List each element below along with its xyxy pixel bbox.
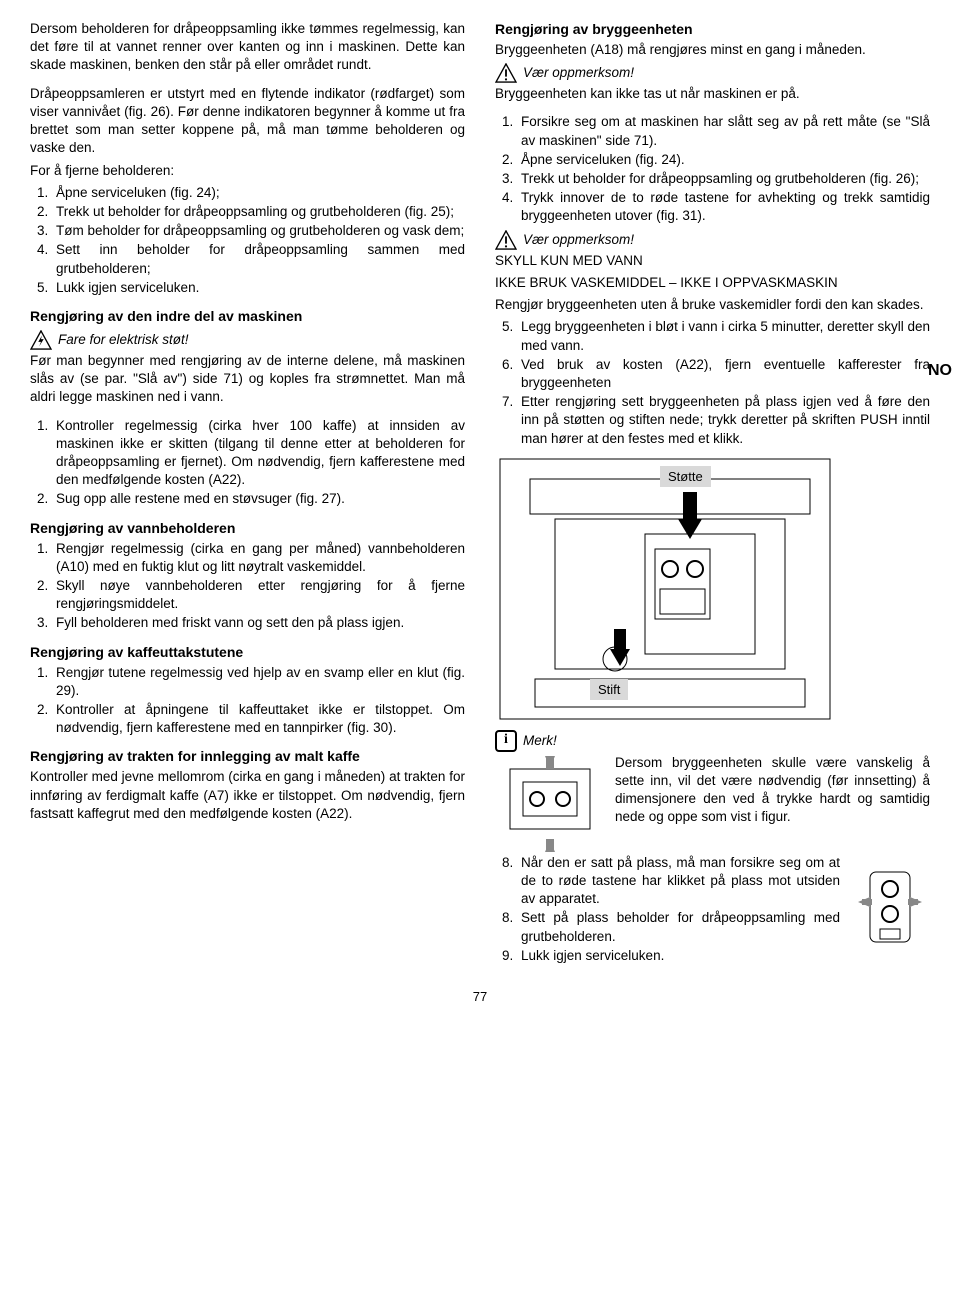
list-item: Kontroller regelmessig (cirka hver 100 k… — [52, 417, 465, 490]
list-item: Trekk ut beholder for dråpeoppsamling og… — [52, 203, 465, 221]
page-number: 77 — [30, 988, 930, 1006]
paragraph: For å fjerne beholderen: — [30, 162, 465, 180]
section-heading: Rengjøring av kaffeuttakstutene — [30, 643, 465, 662]
list-item: Trykk innover de to røde tastene for avh… — [517, 189, 930, 225]
info-row: i Merk! — [495, 730, 930, 752]
paragraph: Dersom bryggeenheten skulle være vanskel… — [615, 754, 930, 850]
info-label: Merk! — [523, 732, 557, 750]
list-item: Kontroller at åpningene til kaffeuttaket… — [52, 701, 465, 737]
list-item: Fyll beholderen med friskt vann og sett … — [52, 614, 465, 632]
list-item: Åpne serviceluken (fig. 24); — [52, 184, 465, 202]
left-column: Dersom beholderen for dråpeoppsamling ik… — [30, 20, 465, 970]
paragraph: Rengjør bryggeenheten uten å bruke vaske… — [495, 296, 930, 314]
warning-label: Fare for elektrisk støt! — [58, 331, 189, 349]
machine-illustration: Støtte Stift — [495, 454, 835, 724]
list-item: Lukk igjen serviceluken. — [52, 279, 465, 297]
paragraph: Før man begynner med rengjøring av de in… — [30, 352, 465, 407]
paragraph: Dråpeoppsamleren er utstyrt med en flyte… — [30, 85, 465, 158]
list-item: Tøm beholder for dråpeoppsamling og grut… — [52, 222, 465, 240]
info-block: Dersom bryggeenheten skulle være vanskel… — [495, 754, 930, 854]
warning-row: Vær oppmerksom! — [495, 230, 930, 250]
list-item: Ved bruk av kosten (A22), fjern eventuel… — [517, 356, 930, 392]
warning-body-line: SKYLL KUN MED VANN — [495, 252, 930, 270]
unit-click-illustration — [850, 854, 930, 964]
list-item: Trekk ut beholder for dråpeoppsamling og… — [517, 170, 930, 188]
lightning-warning-icon — [30, 330, 52, 350]
list-item: Etter rengjøring sett bryggeenheten på p… — [517, 393, 930, 448]
list-item: Legg bryggeenheten i bløt i vann i cirka… — [517, 318, 930, 354]
numbered-list: Legg bryggeenheten i bløt i vann i cirka… — [495, 318, 930, 448]
list-item: Sett inn beholder for dråpeoppsamling sa… — [52, 241, 465, 277]
list-item: Sett på plass beholder for dråpeoppsamli… — [517, 909, 840, 945]
right-column: Rengjøring av bryggeenheten Bryggeenhete… — [495, 20, 930, 970]
warning-row: Vær oppmerksom! — [495, 63, 930, 83]
language-marker: NO — [928, 360, 952, 382]
warning-label: Vær oppmerksom! — [523, 64, 634, 82]
list-item: Rengjør tutene regelmessig ved hjelp av … — [52, 664, 465, 700]
list-item: Åpne serviceluken (fig. 24). — [517, 151, 930, 169]
list-with-illustration: Når den er satt på plass, må man forsikr… — [495, 854, 930, 970]
numbered-list: Rengjør tutene regelmessig ved hjelp av … — [30, 664, 465, 738]
info-icon: i — [495, 730, 517, 752]
section-heading: Rengjøring av bryggeenheten — [495, 20, 930, 39]
list-item: Skyll nøye vannbeholderen etter rengjøri… — [52, 577, 465, 613]
numbered-list: Kontroller regelmessig (cirka hver 100 k… — [30, 417, 465, 509]
numbered-list: Når den er satt på plass, må man forsikr… — [495, 854, 840, 966]
numbered-list: Rengjør regelmessig (cirka en gang per m… — [30, 540, 465, 633]
warning-row: Fare for elektrisk støt! — [30, 330, 465, 350]
warning-label: Vær oppmerksom! — [523, 231, 634, 249]
paragraph: Bryggeenheten kan ikke tas ut når maskin… — [495, 85, 930, 103]
illustration-label: Stift — [590, 679, 628, 701]
exclamation-warning-icon — [495, 230, 517, 250]
list-item: Lukk igjen serviceluken. — [517, 947, 840, 965]
numbered-list: Åpne serviceluken (fig. 24); Trekk ut be… — [30, 184, 465, 297]
exclamation-warning-icon — [495, 63, 517, 83]
list-item: Forsikre seg om at maskinen har slått se… — [517, 113, 930, 149]
section-heading: Rengjøring av vannbeholderen — [30, 519, 465, 538]
list-item: Sug opp alle restene med en støvsuger (f… — [52, 490, 465, 508]
warning-body-line: IKKE BRUK VASKEMIDDEL – IKKE I OPPVASKMA… — [495, 274, 930, 292]
numbered-list: Forsikre seg om at maskinen har slått se… — [495, 113, 930, 225]
paragraph: Dersom beholderen for dråpeoppsamling ik… — [30, 20, 465, 75]
list-item: Når den er satt på plass, må man forsikr… — [517, 854, 840, 909]
paragraph: Bryggeenheten (A18) må rengjøres minst e… — [495, 41, 930, 59]
section-heading: Rengjøring av trakten for innlegging av … — [30, 747, 465, 766]
illustration-label: Støtte — [660, 466, 711, 488]
section-heading: Rengjøring av den indre del av maskinen — [30, 307, 465, 326]
paragraph: Kontroller med jevne mellomrom (cirka en… — [30, 768, 465, 823]
unit-press-illustration — [495, 754, 605, 854]
list-item: Rengjør regelmessig (cirka en gang per m… — [52, 540, 465, 576]
